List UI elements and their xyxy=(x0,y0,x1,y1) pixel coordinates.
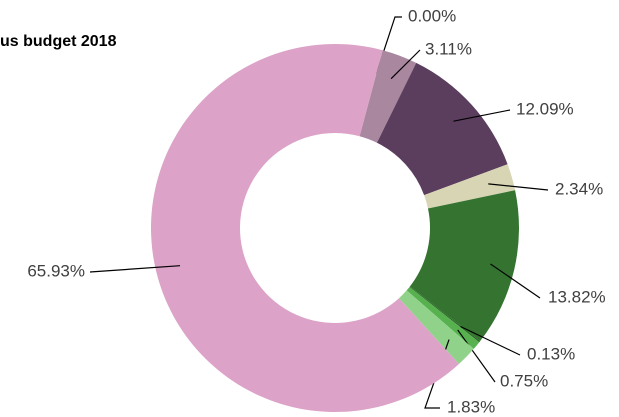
data-label: 0.75% xyxy=(500,371,548,390)
slice xyxy=(406,286,480,349)
slice xyxy=(409,286,481,343)
data-label: 0.13% xyxy=(527,344,575,363)
data-label: 12.09% xyxy=(516,99,574,118)
leader-line xyxy=(390,49,421,80)
chart-title: us budget 2018 xyxy=(0,33,117,50)
leader-line xyxy=(460,325,521,356)
slice xyxy=(424,164,516,209)
data-label: 2.34% xyxy=(555,179,603,198)
data-label: 1.83% xyxy=(447,397,495,416)
leader-line xyxy=(488,183,549,191)
slice xyxy=(409,190,519,342)
data-label: 65.93% xyxy=(27,261,85,280)
data-label: 3.11% xyxy=(425,39,472,58)
leader-line xyxy=(490,263,541,299)
data-label: 0.00% xyxy=(408,6,456,25)
data-label: 13.82% xyxy=(548,287,606,306)
slice xyxy=(359,50,417,143)
leader-line xyxy=(89,265,181,273)
leader-line xyxy=(457,329,496,383)
leader-line xyxy=(453,109,511,122)
slice xyxy=(398,290,474,364)
slice xyxy=(151,44,459,413)
slice xyxy=(376,62,508,196)
